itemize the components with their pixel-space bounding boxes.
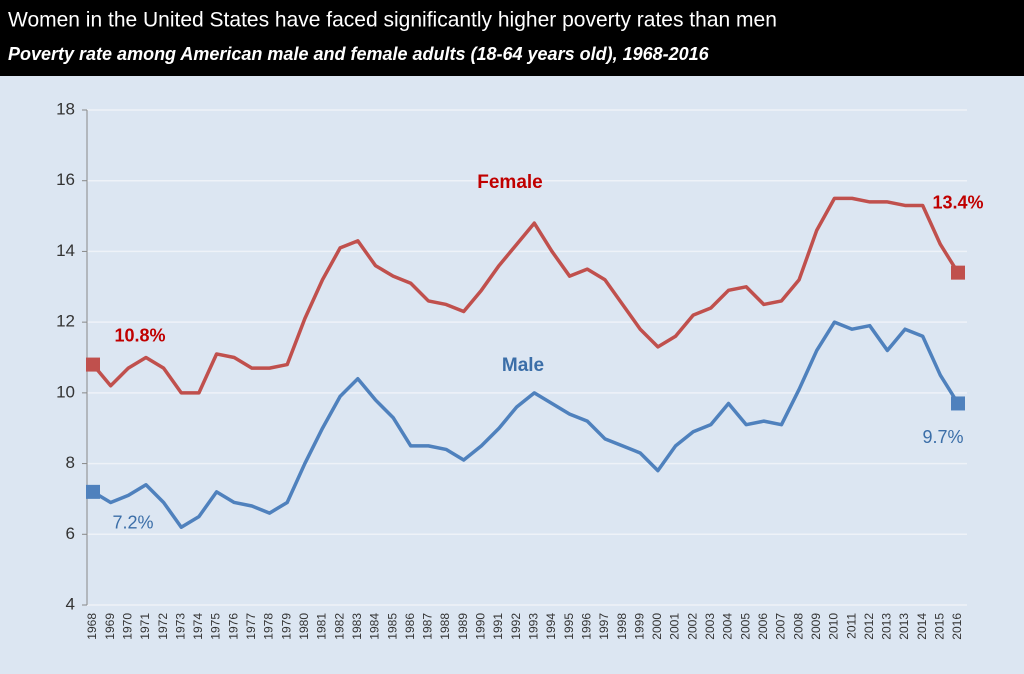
x-tick-label: 2006 [756, 613, 770, 640]
x-tick-label: 2004 [721, 613, 735, 640]
x-tick-label: 1979 [279, 613, 293, 640]
x-tick-label: 1993 [526, 613, 540, 640]
x-tick-label: 2015 [933, 613, 947, 640]
y-tick-label: 14 [56, 241, 75, 260]
x-tick-label: 2016 [950, 613, 964, 640]
data-label: 9.7% [922, 427, 963, 447]
x-tick-label: 1992 [509, 613, 523, 640]
series-label: Female [477, 172, 542, 193]
chart-title: Women in the United States have faced si… [8, 9, 777, 32]
x-tick-label: 2002 [685, 613, 699, 640]
end-marker [86, 357, 100, 372]
x-tick-label: 1987 [421, 613, 435, 640]
x-tick-label: 2008 [791, 613, 805, 640]
x-tick-label: 1971 [138, 613, 152, 640]
x-tick-label: 1976 [226, 613, 240, 640]
x-tick-label: 1974 [191, 613, 205, 640]
y-tick-label: 12 [56, 312, 75, 331]
x-tick-label: 1986 [403, 613, 417, 640]
y-tick-label: 10 [56, 382, 75, 401]
x-tick-label: 1984 [368, 613, 382, 640]
x-tick-label: 1999 [632, 613, 646, 640]
x-tick-label: 2005 [738, 613, 752, 640]
data-label: 13.4% [932, 192, 983, 212]
series-line [91, 196, 960, 395]
data-label: 7.2% [112, 513, 153, 533]
x-tick-label: 1978 [262, 613, 276, 640]
x-tick-label: 2010 [827, 613, 841, 640]
x-tick-label: 1996 [579, 613, 593, 640]
x-tick-label: 2012 [862, 613, 876, 640]
x-tick-label: 2001 [668, 613, 682, 640]
header [0, 0, 1024, 76]
y-tick-label: 6 [66, 524, 75, 543]
x-tick-label: 1969 [103, 613, 117, 640]
x-tick-label: 1990 [474, 613, 488, 640]
x-tick-label: 1977 [244, 613, 258, 640]
x-tick-label: 2003 [703, 613, 717, 640]
x-tick-label: 1981 [315, 613, 329, 640]
y-tick-label: 8 [66, 453, 75, 472]
x-tick-label: 1970 [120, 613, 134, 640]
series-line [92, 320, 960, 529]
x-tick-label: 1983 [350, 613, 364, 640]
x-tick-label: 1989 [456, 613, 470, 640]
series-label: Male [502, 355, 544, 376]
x-tick-label: 2014 [915, 613, 929, 640]
y-tick-label: 16 [56, 170, 75, 189]
x-tick-label: 2000 [650, 613, 664, 640]
x-tick-label: 1982 [332, 613, 346, 640]
x-tick-label: 2007 [774, 613, 788, 640]
end-marker [86, 484, 100, 499]
x-tick-label: 2013 [880, 613, 894, 640]
x-tick-label: 1994 [544, 613, 558, 640]
data-label: 10.8% [114, 325, 165, 345]
y-tick-label: 18 [56, 99, 75, 118]
x-tick-label: 1988 [438, 613, 452, 640]
end-marker [951, 265, 965, 280]
end-marker [951, 396, 965, 411]
x-tick-label: 1972 [156, 613, 170, 640]
x-tick-label: 1997 [597, 613, 611, 640]
x-tick-label: 1975 [209, 613, 223, 640]
x-tick-label: 2013 [897, 613, 911, 640]
x-tick-label: 2009 [809, 613, 823, 640]
x-tick-label: 1985 [385, 613, 399, 640]
x-tick-label: 1991 [491, 613, 505, 640]
x-tick-label: 1968 [85, 613, 99, 640]
x-tick-label: 1995 [562, 613, 576, 640]
x-tick-label: 2011 [844, 613, 858, 639]
x-tick-label: 1980 [297, 613, 311, 640]
x-tick-label: 1998 [615, 613, 629, 640]
chart-subtitle: Poverty rate among American male and fem… [8, 44, 710, 64]
x-tick-label: 1973 [173, 613, 187, 640]
y-tick-label: 4 [66, 594, 75, 613]
